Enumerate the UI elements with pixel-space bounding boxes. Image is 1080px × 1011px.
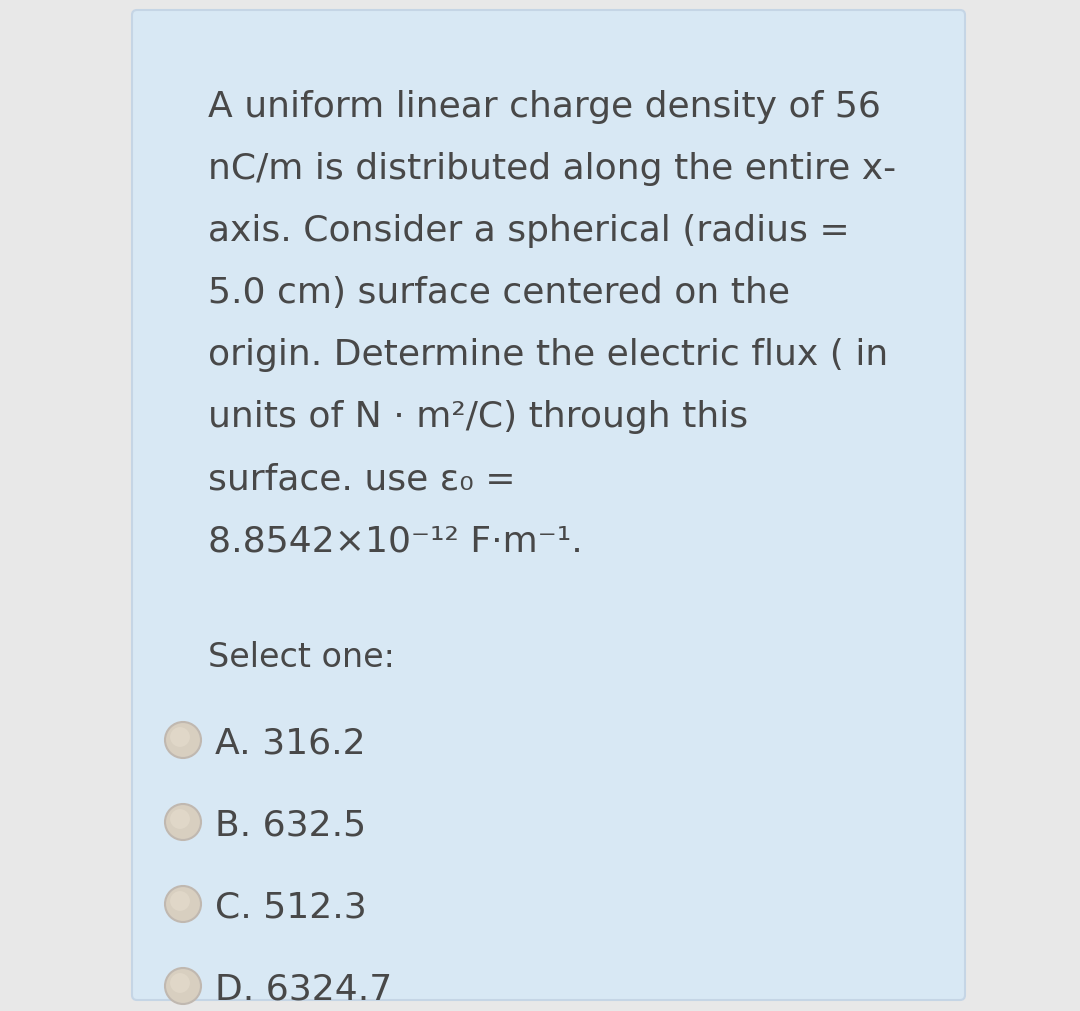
Circle shape [171,891,190,911]
Circle shape [165,722,201,758]
Text: Select one:: Select one: [208,641,395,674]
Circle shape [165,886,201,922]
Circle shape [165,968,201,1004]
Text: D. 6324.7: D. 6324.7 [215,972,392,1006]
FancyBboxPatch shape [132,10,966,1000]
Text: axis. Consider a spherical (radius =: axis. Consider a spherical (radius = [208,214,850,248]
Circle shape [171,974,190,993]
Circle shape [165,804,201,840]
Text: 8.8542×10⁻¹² F·m⁻¹.: 8.8542×10⁻¹² F·m⁻¹. [208,524,583,558]
Text: 5.0 cm) surface centered on the: 5.0 cm) surface centered on the [208,276,789,310]
Text: units of N · m²/C) through this: units of N · m²/C) through this [208,400,748,434]
Text: A. 316.2: A. 316.2 [215,726,366,760]
Text: C. 512.3: C. 512.3 [215,890,367,924]
Text: origin. Determine the electric flux ( in: origin. Determine the electric flux ( in [208,338,888,372]
Text: A uniform linear charge density of 56: A uniform linear charge density of 56 [208,90,881,124]
Text: B. 632.5: B. 632.5 [215,808,366,842]
Circle shape [171,809,190,829]
Text: surface. use ε₀ =: surface. use ε₀ = [208,462,515,496]
Text: nC/m is distributed along the entire x-: nC/m is distributed along the entire x- [208,152,896,186]
Circle shape [171,727,190,747]
